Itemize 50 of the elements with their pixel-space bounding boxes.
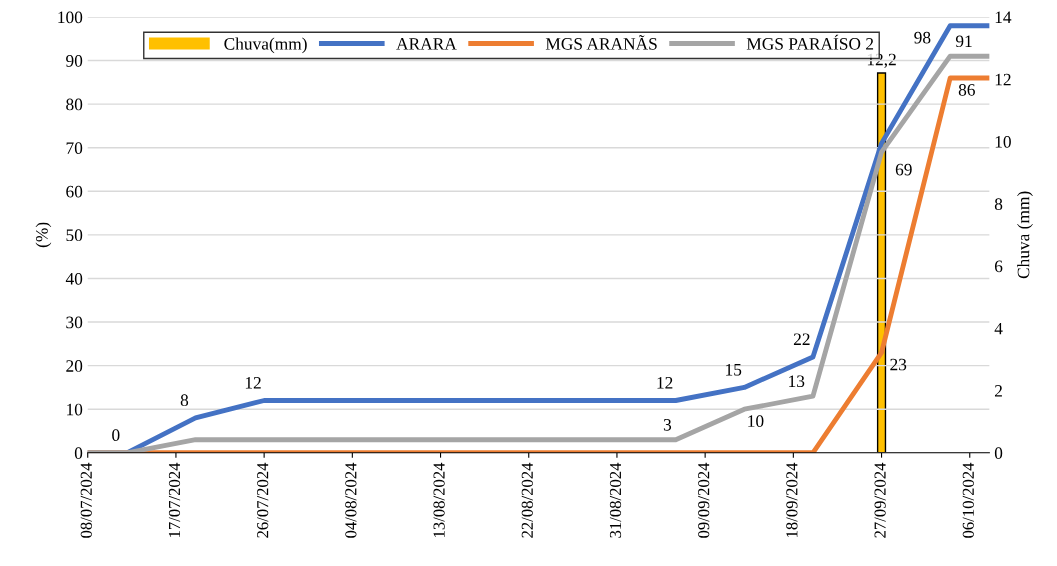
y2-tick-label: 4 (994, 322, 1003, 335)
x-tick-label: 26/07/2024 (257, 462, 269, 538)
x-tick-label: 31/08/2024 (609, 462, 622, 538)
y2-tick-label: 8 (994, 198, 1003, 210)
legend-label: MGS ARANÃS (545, 35, 657, 50)
x-tick-label: 22/08/2024 (521, 462, 533, 538)
x-tick-label: 04/08/2024 (345, 462, 357, 538)
data-label: 91 (955, 35, 972, 48)
legend-label: ARARA (396, 38, 457, 50)
y2-tick-label: 10 (995, 135, 1011, 148)
x-tick-label: 17/07/2024 (168, 462, 181, 537)
y-tick-label: 100 (58, 11, 83, 24)
y-tick-label: 50 (66, 229, 83, 242)
data-label: 98 (914, 31, 931, 44)
data-label: 8 (180, 394, 189, 407)
y2-tick-label: 2 (994, 385, 1002, 397)
legend-label: MGS PARAÍSO 2 (746, 34, 874, 50)
y2-tick-label: 0 (994, 447, 1003, 459)
y2-tick-label: 14 (995, 11, 1012, 23)
y-tick-label: 30 (66, 316, 83, 329)
y-tick-label: 20 (66, 360, 83, 372)
y-tick-label: 90 (66, 55, 83, 67)
y-tick-label: 60 (66, 185, 83, 198)
x-tick-label: 06/10/2024 (962, 462, 974, 538)
y2-tick-label: 6 (994, 260, 1003, 273)
y-tick-label: 40 (65, 272, 83, 285)
data-label: 13 (789, 375, 805, 388)
x-tick-label: 13/08/2024 (433, 462, 445, 537)
data-label: 0 (112, 429, 120, 441)
y-axis-title: (%) (35, 222, 52, 248)
data-label: 10 (748, 415, 764, 427)
data-label: 86 (958, 84, 975, 96)
data-label: 23 (890, 358, 907, 371)
x-tick-label: 09/09/2024 (698, 462, 710, 538)
y2-tick-label: 12 (995, 73, 1011, 86)
y-tick-label: 80 (66, 98, 83, 111)
data-label: 69 (895, 163, 912, 176)
data-label: 3 (663, 418, 672, 431)
y-tick-label: 0 (74, 447, 83, 459)
data-label: 12 (245, 376, 261, 389)
y-tick-label: 70 (66, 142, 83, 154)
y2-axis-title: Chuva (mm) (1017, 191, 1033, 279)
data-label: 22 (793, 333, 810, 345)
y-tick-label: 10 (67, 403, 83, 416)
x-tick-label: 27/09/2024 (874, 462, 886, 538)
x-tick-label: 08/07/2024 (80, 462, 92, 538)
x-tick-label: 18/09/2024 (786, 462, 798, 537)
data-label: 12 (657, 376, 673, 389)
data-label: 15 (726, 363, 742, 376)
legend-label: Chuva(mm) (224, 37, 307, 54)
